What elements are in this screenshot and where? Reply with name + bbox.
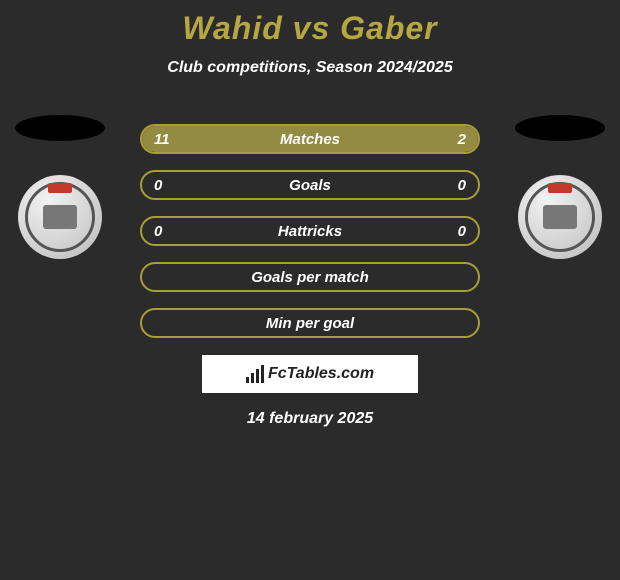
stat-value-right: 0 [458, 177, 466, 194]
club-badge-left-icon [18, 175, 102, 259]
club-badge-right-icon [518, 175, 602, 259]
stat-label: Min per goal [142, 315, 478, 332]
stat-row-min-per-goal: Min per goal [140, 308, 480, 338]
stat-label: Hattricks [142, 223, 478, 240]
stat-label: Goals [142, 177, 478, 194]
page-title: Wahid vs Gaber [0, 0, 620, 47]
stat-label: Goals per match [142, 269, 478, 286]
bar-chart-icon [246, 365, 264, 383]
player-left [15, 115, 105, 275]
player-right [515, 115, 605, 275]
date-label: 14 february 2025 [0, 410, 620, 428]
brand-text: FcTables.com [268, 365, 374, 383]
player-shadow-icon [15, 115, 105, 141]
stats-panel: 11 Matches 2 0 Goals 0 0 Hattricks 0 Goa… [140, 124, 480, 354]
stat-value-right: 2 [458, 131, 466, 148]
player-shadow-icon [515, 115, 605, 141]
stat-row-hattricks: 0 Hattricks 0 [140, 216, 480, 246]
stat-row-matches: 11 Matches 2 [140, 124, 480, 154]
subtitle: Club competitions, Season 2024/2025 [0, 59, 620, 77]
stat-row-goals-per-match: Goals per match [140, 262, 480, 292]
stat-row-goals: 0 Goals 0 [140, 170, 480, 200]
stat-value-right: 0 [458, 223, 466, 240]
stat-label: Matches [142, 131, 478, 148]
brand-link[interactable]: FcTables.com [202, 355, 418, 393]
